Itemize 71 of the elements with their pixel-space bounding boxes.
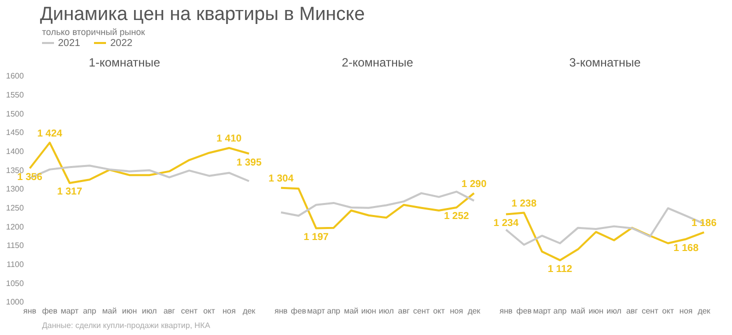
chart-title: 2-комнатные bbox=[342, 56, 414, 70]
x-tick-label: ноя bbox=[450, 306, 464, 316]
x-tick-label: ноя bbox=[222, 306, 236, 316]
x-tick-label: май bbox=[570, 306, 586, 316]
x-tick-label: май bbox=[102, 306, 117, 316]
data-label: 1 395 bbox=[236, 157, 262, 168]
x-tick-label: дек bbox=[468, 306, 481, 316]
y-tick-label: 1450 bbox=[6, 128, 24, 138]
x-tick-label: янв bbox=[500, 306, 512, 316]
y-tick-label: 1400 bbox=[6, 146, 24, 156]
x-tick-label: авг bbox=[163, 306, 176, 316]
x-tick-label: апр bbox=[553, 306, 568, 316]
x-tick-label: март bbox=[533, 306, 552, 316]
y-tick-label: 1550 bbox=[6, 90, 24, 100]
data-label: 1 186 bbox=[691, 218, 717, 230]
chart-title: 1-комнатные bbox=[88, 56, 161, 70]
y-tick-label: 1200 bbox=[6, 222, 24, 232]
x-tick-label: ноя bbox=[679, 306, 693, 316]
x-tick-label: сент bbox=[642, 306, 659, 316]
x-tick-label: июн bbox=[588, 306, 604, 316]
x-tick-label: июн bbox=[122, 306, 137, 316]
legend-label: 2021 bbox=[57, 38, 80, 49]
x-tick-label: окт bbox=[203, 306, 216, 316]
x-tick-label: янв bbox=[274, 306, 288, 316]
x-tick-label: сент bbox=[180, 306, 198, 316]
text: Данные: сделки купли-продажи квартир, НКА bbox=[42, 321, 210, 330]
x-tick-label: фев bbox=[516, 306, 532, 316]
x-tick-label: авг bbox=[398, 306, 410, 316]
x-tick-label: фев bbox=[42, 306, 58, 316]
y-tick-label: 1000 bbox=[6, 298, 24, 307]
y-tick-label: 1300 bbox=[6, 184, 24, 194]
text: только вторичный рынок bbox=[42, 27, 145, 37]
data-label: 1 112 bbox=[548, 264, 573, 275]
x-tick-label: май bbox=[344, 306, 358, 316]
x-tick-label: окт bbox=[662, 306, 674, 316]
legend-label: 2022 bbox=[109, 38, 132, 49]
y-tick-label: 1150 bbox=[6, 241, 24, 250]
x-tick-label: апр bbox=[82, 306, 97, 316]
y-tick-label: 1050 bbox=[6, 278, 24, 288]
x-tick-label: апр bbox=[327, 306, 341, 316]
data-label: 1 356 bbox=[17, 172, 43, 184]
x-tick-label: янв bbox=[23, 306, 36, 316]
x-tick-label: авг bbox=[626, 306, 638, 316]
x-tick-label: дек bbox=[242, 306, 256, 316]
x-tick-label: сент bbox=[413, 306, 430, 316]
x-tick-label: дек bbox=[698, 306, 711, 316]
x-tick-label: июл bbox=[142, 306, 158, 316]
data-label: 1 304 bbox=[268, 174, 294, 185]
data-label: 1 234 bbox=[493, 218, 519, 230]
x-tick-label: июл bbox=[378, 306, 394, 316]
y-tick-label: 1100 bbox=[6, 260, 24, 269]
data-label: 1 238 bbox=[511, 198, 537, 210]
y-tick-label: 1250 bbox=[6, 203, 24, 212]
x-tick-label: март bbox=[307, 306, 326, 316]
x-tick-label: июн bbox=[361, 306, 376, 316]
x-tick-label: июл bbox=[606, 306, 622, 316]
x-tick-label: фев bbox=[290, 306, 306, 316]
data-label: 1 252 bbox=[444, 211, 470, 222]
data-label: 1 424 bbox=[37, 128, 63, 140]
data-label: 1 290 bbox=[461, 178, 487, 190]
chart-title: 3-комнатные bbox=[569, 56, 642, 70]
data-label: 1 197 bbox=[304, 232, 330, 243]
data-label: 1 410 bbox=[216, 134, 242, 145]
x-tick-label: март bbox=[60, 306, 79, 316]
x-tick-label: окт bbox=[433, 306, 446, 316]
text: Динамика цен на квартиры в Минске bbox=[40, 4, 365, 26]
y-tick-label: 1500 bbox=[6, 109, 24, 118]
y-tick-label: 1600 bbox=[6, 72, 24, 81]
data-label: 1 168 bbox=[673, 242, 699, 254]
data-label: 1 317 bbox=[57, 186, 83, 198]
y-tick-label: 1350 bbox=[6, 166, 24, 175]
